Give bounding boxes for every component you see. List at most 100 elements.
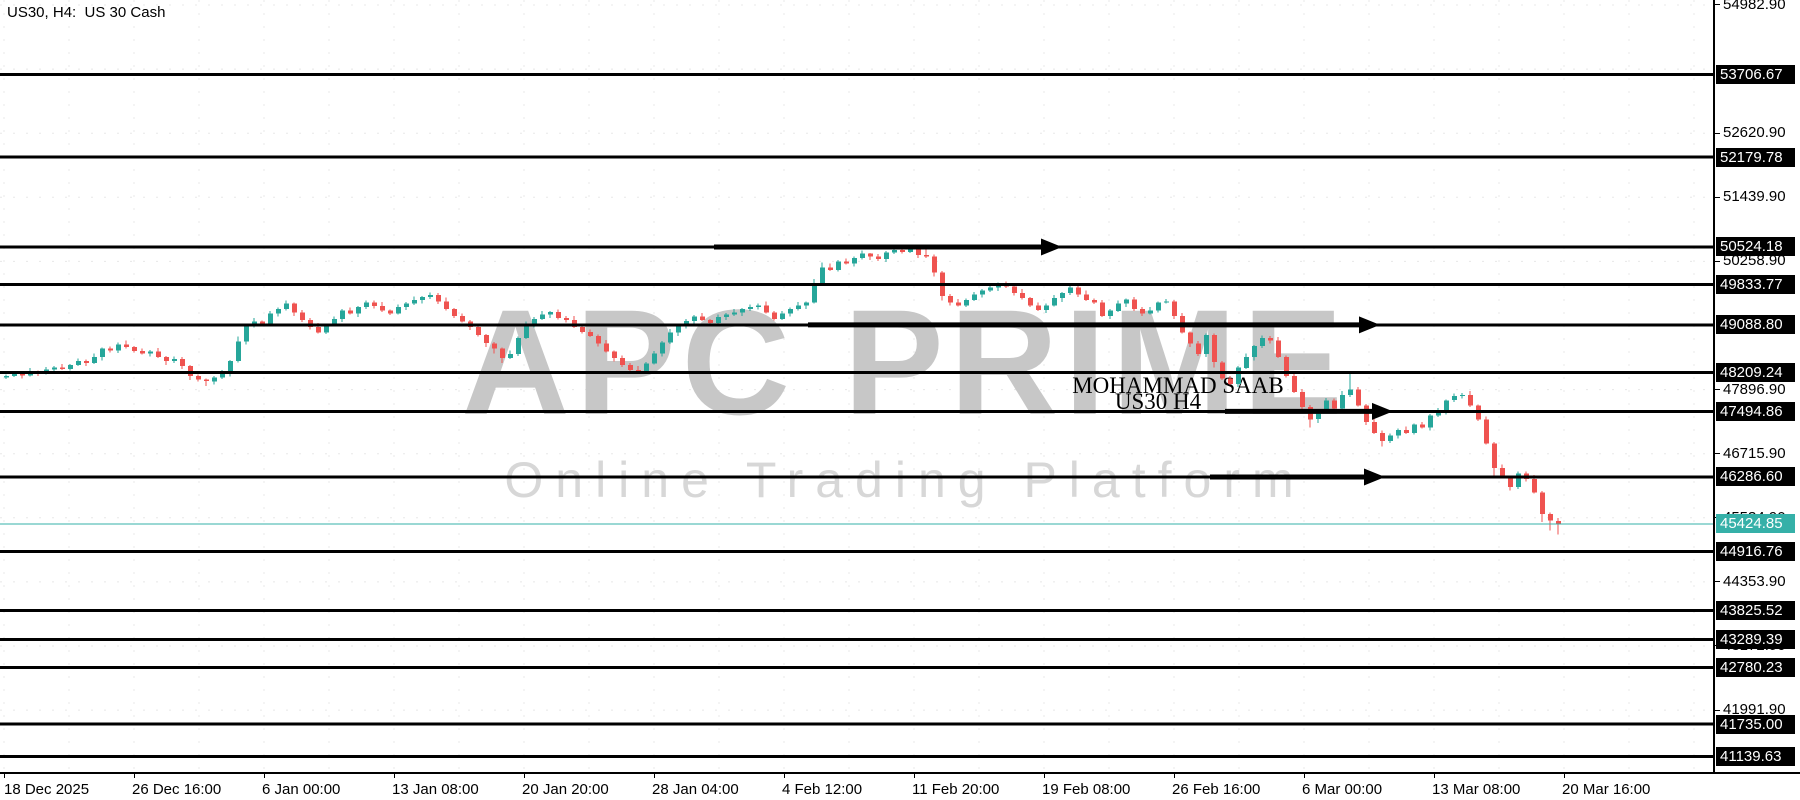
candle [844,261,849,264]
candle [988,287,993,291]
price-chart[interactable]: APC PRIME Online Trading Platform MOHAMM… [0,0,1713,772]
candle [1076,287,1081,295]
time-label: 19 Feb 08:00 [1042,781,1131,798]
candle [1292,375,1297,393]
candle [1484,419,1489,444]
candle [452,309,457,317]
candle [92,356,97,363]
candle [276,309,281,314]
candle [1516,473,1521,488]
candle [1548,514,1553,521]
candle [1452,395,1457,401]
candle [340,310,345,319]
price-axis-tick [1715,389,1720,390]
candle [1228,378,1233,384]
candle [1540,492,1545,515]
candle [348,310,353,314]
candle [716,317,721,324]
level-price-box: 43825.52 [1716,601,1795,620]
candle [804,302,809,306]
level-price-box: 41735.00 [1716,715,1795,734]
candle [668,332,673,343]
candle [692,316,697,321]
candle [1284,356,1289,376]
candle [420,297,425,300]
candle [780,313,785,319]
candle [1260,337,1265,346]
candle [620,357,625,365]
candle [268,313,273,325]
candle [956,302,961,306]
candle [1164,301,1169,303]
candle [132,347,137,351]
level-price-box: 46286.60 [1716,467,1795,486]
candle [556,311,561,318]
candle [1084,294,1089,300]
candle [180,359,185,367]
candle [500,348,505,358]
price-axis-tick [1715,4,1720,5]
candle [932,256,937,273]
candle [436,295,441,302]
candle [796,305,801,310]
time-axis-tick [654,774,655,778]
time-axis-tick [1304,774,1305,778]
candle [580,327,585,332]
candle [812,283,817,303]
candle [212,377,217,382]
time-axis[interactable]: 18 Dec 2025 26 Dec 16:00 6 Jan 00:00 13 Jan… [0,772,1800,800]
candle [1444,400,1449,412]
candle [1188,332,1193,344]
candle [60,367,65,369]
svg-text:US30 H4: US30 H4 [1115,389,1202,414]
trend-arrow-head [1364,468,1385,486]
annotation-text[interactable]: MOHAMMAD SAAB US30 H4 [1072,373,1284,414]
candle [1028,298,1033,306]
candle [1356,389,1361,406]
trend-arrows[interactable] [714,238,1393,486]
candle [1348,389,1353,395]
candle [1340,394,1345,409]
price-axis-tick [1715,197,1720,198]
candle [1436,411,1441,416]
time-label: 6 Jan 00:00 [262,781,341,798]
level-price-box: 50524.18 [1716,237,1795,256]
candle [1092,299,1097,303]
candle [788,309,793,314]
candle [260,321,265,325]
price-axis-tick [1715,133,1720,134]
price-axis[interactable]: 54982.90 52620.90 51439.90 50258.90 47896.90… [1713,0,1800,772]
level-price-box: 43289.39 [1716,630,1795,649]
candle [292,303,297,313]
candle [628,365,633,370]
candle [524,324,529,338]
candle [772,312,777,319]
time-label: 13 Jan 08:00 [392,781,479,798]
candle [732,312,737,315]
level-price-box: 49833.77 [1716,275,1795,294]
candle [540,314,545,319]
candle [220,373,225,378]
candle [980,290,985,295]
price-axis-tick [1715,581,1720,582]
candle [908,247,913,253]
candle [1492,443,1497,469]
candle [404,303,409,307]
candle [444,301,449,310]
symbol-title: US30, H4: US 30 Cash [7,4,166,21]
candle [508,354,513,358]
candle [1268,337,1273,341]
candle [196,375,201,380]
candle [1276,340,1281,357]
candle [660,342,665,354]
candle [1108,310,1113,317]
candle [644,363,649,371]
candle [172,359,177,362]
candle [972,294,977,300]
price-axis-tick [1715,453,1720,454]
candle [372,302,377,306]
price-label: 46715.90 [1723,445,1786,462]
candle [1388,435,1393,441]
support-resistance-lines[interactable] [0,72,1713,758]
candle [1372,422,1377,433]
